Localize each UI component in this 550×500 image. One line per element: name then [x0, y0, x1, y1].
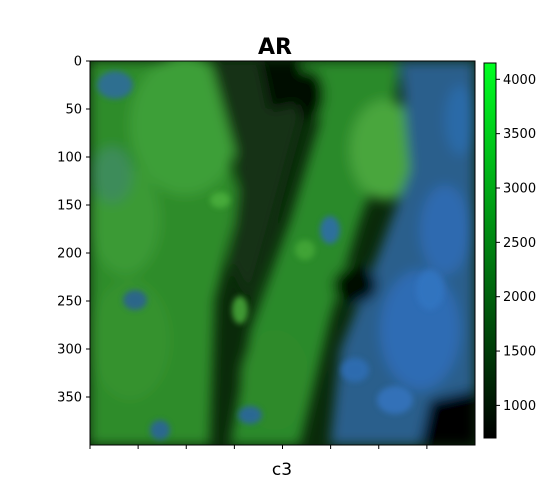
y-tick-label: 100 [57, 151, 82, 166]
y-axis: 0 50 100 150 200 250 300 350 [57, 55, 90, 406]
colorbar-tick-label: 2500 [503, 236, 536, 251]
colorbar-tick-label: 3000 [503, 182, 536, 197]
x-axis [90, 445, 427, 449]
colorbar-axis: 1000 1500 2000 2500 3000 3500 4000 [496, 73, 536, 414]
y-tick-label: 200 [57, 247, 82, 262]
colorbar-tick-label: 1500 [503, 345, 536, 360]
colorbar-tick-label: 1000 [503, 399, 536, 414]
y-tick-label: 0 [74, 55, 82, 70]
y-tick-label: 350 [57, 391, 82, 406]
y-tick-label: 150 [57, 199, 82, 214]
colorbar [484, 63, 496, 438]
y-tick-label: 50 [65, 103, 82, 118]
x-axis-label: c3 [272, 460, 292, 480]
colorbar-tick-label: 3500 [503, 127, 536, 142]
heatmap-image [90, 55, 475, 445]
colorbar-tick-label: 4000 [503, 73, 536, 88]
chart-title: AR [258, 35, 292, 60]
y-tick-label: 250 [57, 295, 82, 310]
colorbar-tick-label: 2000 [503, 290, 536, 305]
y-tick-label: 300 [57, 343, 82, 358]
